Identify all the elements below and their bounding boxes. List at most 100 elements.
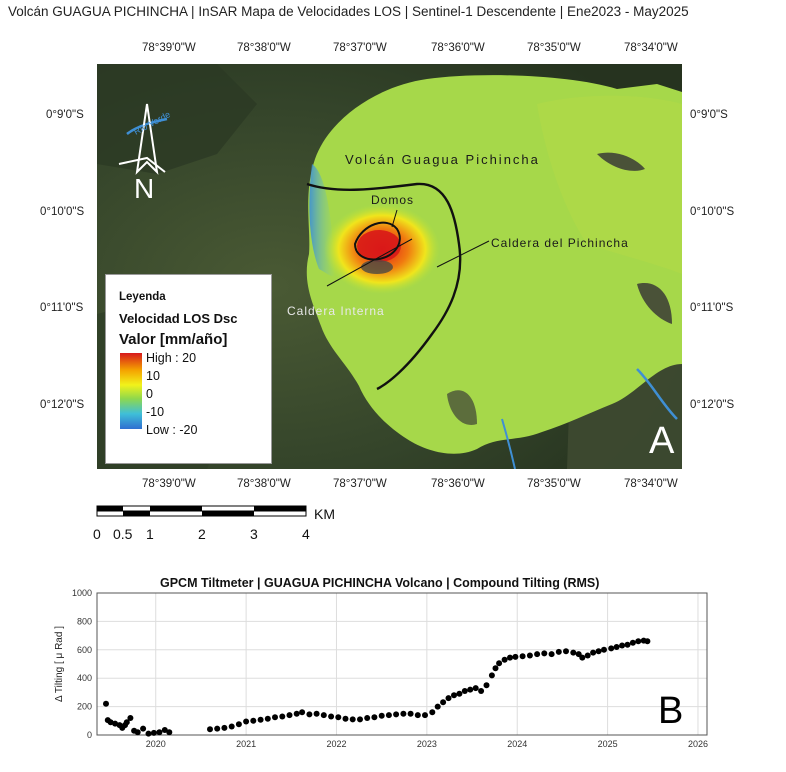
lon-label-bottom: 78°37'0"W	[333, 478, 387, 490]
data-point	[400, 710, 407, 717]
data-point	[279, 713, 286, 720]
panel-label-a: A	[649, 420, 675, 462]
legend-item: Low : -20	[146, 423, 198, 437]
north-arrow-icon	[135, 103, 159, 175]
x-tick-label: 2023	[417, 739, 437, 749]
y-tick-label: 200	[77, 702, 92, 712]
x-tick-label: 2025	[598, 739, 618, 749]
scale-tick-label: 2	[198, 526, 206, 542]
x-tick-label: 2021	[236, 739, 256, 749]
leader-line-caldera	[436, 240, 490, 268]
x-tick-label: 2026	[688, 739, 708, 749]
caldera-label: Caldera del Pichincha	[491, 236, 629, 250]
lat-label-right: 0°12'0"S	[690, 399, 735, 411]
terrain-patch	[447, 390, 477, 425]
data-point	[228, 723, 235, 730]
terrain-patch	[637, 283, 672, 324]
data-point	[445, 695, 452, 702]
data-point	[328, 713, 335, 720]
data-point	[507, 654, 513, 661]
data-point	[214, 725, 221, 732]
lon-label-bottom: 78°35'0"W	[527, 478, 581, 490]
north-label: N	[134, 173, 155, 204]
data-point	[127, 715, 134, 721]
data-point	[140, 725, 147, 732]
scale-unit: KM	[314, 506, 335, 522]
lat-label-right: 0°10'0"S	[690, 206, 735, 218]
data-point	[461, 688, 468, 694]
data-point	[563, 648, 569, 655]
data-point	[414, 712, 421, 719]
data-point	[207, 726, 213, 733]
data-point	[601, 646, 607, 653]
lon-label-top: 78°37'0"W	[333, 42, 387, 54]
lon-label-top: 78°35'0"W	[527, 42, 581, 54]
legend-item: 10	[146, 369, 160, 383]
data-point	[306, 711, 313, 718]
data-point	[272, 714, 278, 721]
lon-label-bottom: 78°39'0"W	[142, 478, 196, 490]
panel-label-b: B	[658, 690, 684, 732]
data-point	[624, 641, 631, 648]
lat-label-left: 0°12'0"S	[40, 399, 85, 411]
caldera-rim-outline	[306, 182, 462, 391]
lon-label-bottom: 78°36'0"W	[431, 478, 485, 490]
chart-title: GPCM Tiltmeter | GUAGUA PICHINCHA Volcan…	[160, 576, 600, 590]
data-point	[161, 727, 168, 733]
data-point	[156, 729, 163, 736]
lon-label-bottom: 78°38'0"W	[237, 478, 291, 490]
data-point	[107, 719, 114, 726]
y-tick-label: 800	[77, 616, 92, 626]
inner-caldera-label: Caldera Interna	[287, 304, 385, 318]
y-tick-label: 600	[77, 645, 92, 655]
data-point	[103, 700, 109, 707]
data-point	[478, 688, 485, 694]
data-point	[629, 639, 636, 646]
data-point	[286, 712, 293, 719]
data-point	[492, 665, 499, 672]
river-line	[501, 418, 516, 469]
legend-field: Valor [mm/año]	[119, 331, 228, 348]
data-point	[472, 685, 479, 692]
data-point	[548, 651, 555, 658]
data-point	[364, 715, 371, 721]
domes-label: Domos	[371, 193, 415, 207]
data-point	[584, 652, 591, 659]
data-point	[134, 729, 141, 736]
lat-label-left: 0°11'0"S	[40, 302, 84, 314]
x-tick-label: 2024	[507, 739, 527, 749]
data-point	[335, 714, 342, 721]
data-point	[595, 648, 602, 655]
data-point	[496, 660, 503, 667]
y-tick-label: 400	[77, 673, 92, 683]
map-legend: Leyenda Velocidad LOS Dsc Valor [mm/año]…	[105, 274, 272, 464]
data-point	[579, 654, 586, 661]
lon-label-top: 78°36'0"W	[431, 42, 485, 54]
data-point	[150, 729, 157, 736]
data-point	[570, 649, 577, 656]
tilt-chart: 1000 800 600 400 200 0 2020 2021 2022 2023 2024 202…	[54, 588, 708, 749]
scale-tick-label: 0.5	[113, 526, 133, 542]
scale-tick-label: 1	[146, 526, 154, 542]
data-point	[501, 656, 508, 663]
data-point	[467, 686, 474, 693]
lon-label-top: 78°38'0"W	[237, 42, 291, 54]
data-point	[393, 711, 400, 718]
legend-item: -10	[146, 405, 165, 419]
data-point	[243, 718, 250, 725]
data-point	[608, 645, 615, 652]
data-point	[590, 649, 597, 656]
data-point	[440, 699, 447, 706]
scale-tick-label: 4	[302, 526, 310, 542]
data-point	[519, 653, 526, 660]
data-point	[488, 672, 495, 679]
x-tick-label: 2020	[146, 739, 166, 749]
data-point	[434, 703, 441, 710]
y-axis-label: Δ Tilting [ μ Rad ]	[54, 626, 65, 702]
lat-label-right: 0°11'0"S	[690, 302, 734, 314]
chart-points	[103, 637, 651, 737]
river-line	[636, 368, 678, 420]
color-ramp	[120, 353, 142, 429]
data-point	[357, 716, 363, 723]
legend-item: High : 20	[146, 351, 197, 365]
